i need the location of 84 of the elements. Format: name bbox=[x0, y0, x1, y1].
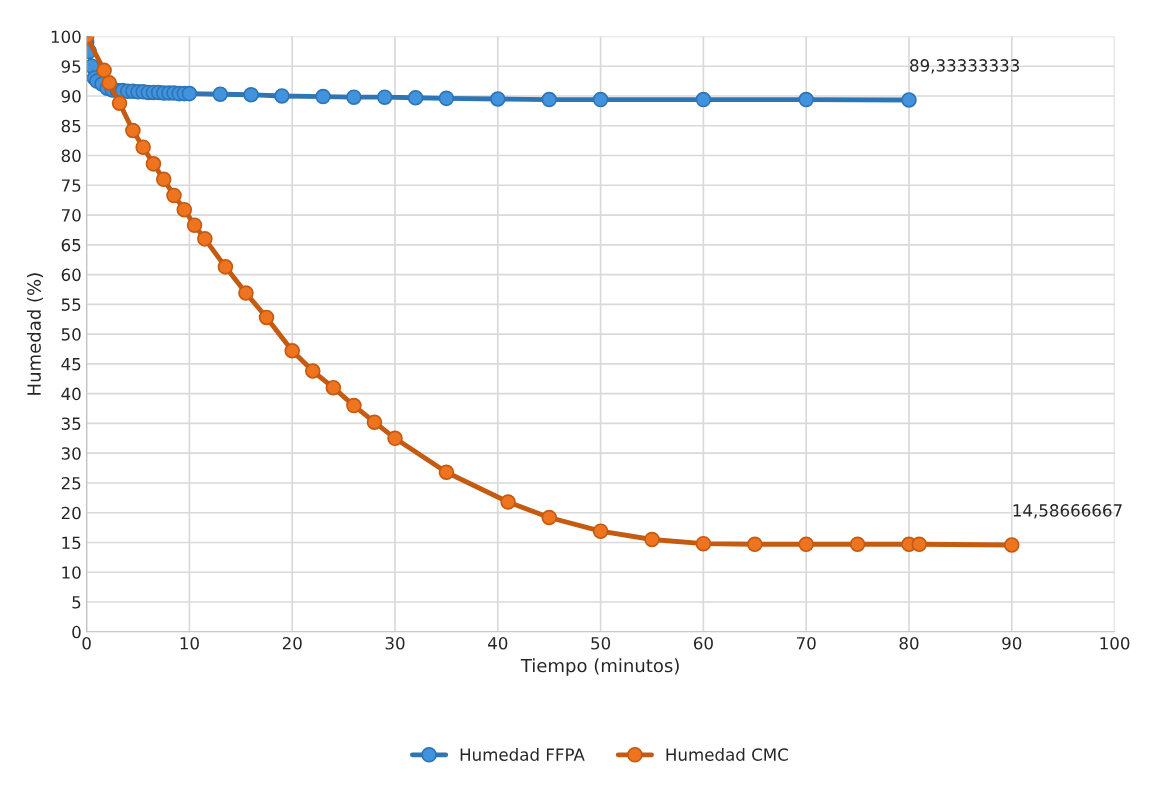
point bbox=[346, 89, 362, 105]
y-tick-label: 75 bbox=[61, 179, 81, 192]
y-tick-label: 85 bbox=[61, 119, 81, 133]
point bbox=[644, 531, 660, 548]
y-tick-label: 15 bbox=[62, 536, 81, 550]
point bbox=[911, 536, 928, 553]
point bbox=[304, 363, 321, 379]
point bbox=[541, 509, 557, 526]
point bbox=[747, 536, 763, 553]
point bbox=[325, 379, 342, 396]
point bbox=[695, 535, 712, 552]
point bbox=[1004, 537, 1020, 553]
point bbox=[145, 156, 162, 172]
x-tick-label: 30 bbox=[385, 636, 405, 650]
point bbox=[155, 171, 172, 188]
point bbox=[238, 285, 254, 301]
point bbox=[101, 75, 118, 91]
y-tick-label: 55 bbox=[61, 298, 81, 311]
point bbox=[197, 231, 213, 247]
point bbox=[490, 91, 506, 107]
x-tick-label: 0 bbox=[82, 636, 91, 650]
point bbox=[849, 536, 866, 553]
point bbox=[258, 309, 275, 326]
point bbox=[315, 88, 331, 105]
point bbox=[96, 62, 112, 79]
point bbox=[500, 494, 516, 510]
y-tick-label: 50 bbox=[61, 328, 81, 341]
point bbox=[274, 88, 290, 104]
y-tick-label: 100 bbox=[51, 30, 81, 44]
y-tick-label: 25 bbox=[61, 476, 81, 490]
x-tick-label: 20 bbox=[282, 636, 302, 650]
y-tick-label: 35 bbox=[61, 417, 81, 430]
point bbox=[376, 89, 393, 105]
point bbox=[438, 90, 455, 107]
point bbox=[592, 91, 609, 108]
legend-label: Humedad FFPA bbox=[460, 748, 585, 761]
point bbox=[243, 87, 259, 103]
point bbox=[366, 414, 383, 431]
y-tick-label: 20 bbox=[61, 506, 81, 520]
x-tick-label: 40 bbox=[488, 636, 508, 650]
y-tick-label: 70 bbox=[61, 209, 81, 222]
y-tick-label: 40 bbox=[61, 387, 81, 401]
point bbox=[181, 85, 198, 102]
y-tick-label: 95 bbox=[61, 60, 81, 73]
x-tick-label: 50 bbox=[591, 636, 611, 650]
y-tick-label: 60 bbox=[61, 268, 81, 282]
y-tick-label: 10 bbox=[62, 566, 81, 579]
y-tick-label: 30 bbox=[61, 447, 81, 460]
point bbox=[217, 259, 234, 275]
y-axis-title: Humedad (%) bbox=[26, 273, 44, 395]
y-tick-label: 5 bbox=[72, 596, 81, 609]
point bbox=[284, 343, 300, 359]
x-tick-label: 80 bbox=[899, 636, 919, 650]
x-axis-title: Tiempo (minutos) bbox=[520, 658, 679, 676]
x-tick-label: 10 bbox=[180, 636, 199, 650]
point bbox=[541, 91, 557, 108]
point bbox=[186, 217, 203, 233]
point bbox=[135, 139, 151, 155]
point bbox=[212, 86, 229, 102]
point bbox=[901, 92, 917, 108]
point bbox=[592, 523, 609, 539]
y-tick-label: 45 bbox=[61, 358, 81, 371]
point bbox=[166, 187, 182, 204]
x-tick-label: 70 bbox=[796, 636, 816, 650]
x-tick-label: 90 bbox=[1002, 636, 1022, 650]
legend-label: Humedad CMC bbox=[666, 748, 788, 761]
point bbox=[346, 397, 362, 414]
y-tick-label: 65 bbox=[61, 238, 81, 252]
y-tick-label: 80 bbox=[61, 149, 81, 163]
y-tick-label: 0 bbox=[72, 625, 81, 639]
point bbox=[176, 201, 193, 218]
y-tick-label: 90 bbox=[61, 89, 81, 103]
point bbox=[111, 95, 128, 111]
point bbox=[695, 91, 712, 108]
point bbox=[387, 430, 403, 447]
point bbox=[125, 122, 141, 139]
annotation: 89,33333333 bbox=[910, 59, 1019, 74]
annotation: 14,58666667 bbox=[1013, 504, 1122, 519]
point bbox=[798, 536, 814, 553]
x-tick-label: 100 bbox=[1100, 636, 1130, 650]
point bbox=[407, 89, 424, 106]
point bbox=[798, 91, 814, 108]
point bbox=[438, 464, 455, 481]
x-tick-label: 60 bbox=[693, 636, 713, 650]
